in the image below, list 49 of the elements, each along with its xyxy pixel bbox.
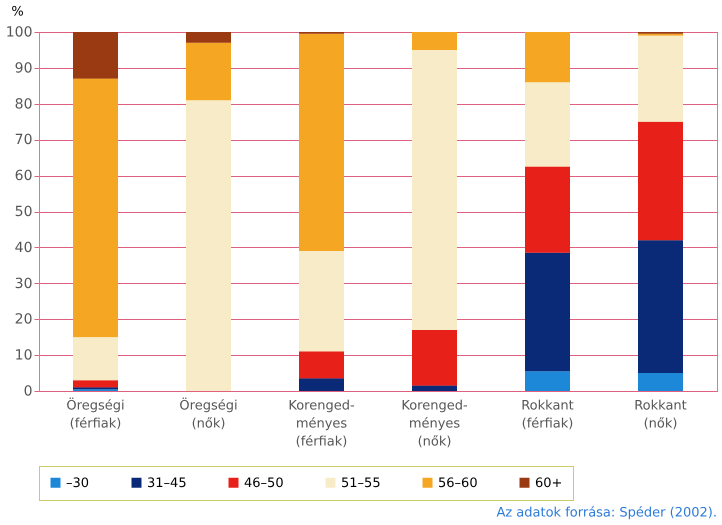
y-tick-label: 10 (14, 348, 32, 364)
legend-label: –30 (66, 476, 90, 491)
x-tick-label: Rokkant (férfiak) (521, 398, 574, 432)
x-tick-label: Korenged- ményes (férfiak) (288, 398, 355, 450)
legend-label: 56–60 (438, 476, 478, 491)
bar (412, 330, 457, 386)
bar (186, 32, 231, 43)
legend-label: 46–50 (244, 476, 284, 491)
bar (299, 34, 344, 251)
bar (412, 50, 457, 330)
x-tick-label: Rokkant (nők) (634, 398, 687, 432)
bar (299, 352, 344, 378)
bar (525, 166, 570, 253)
legend-label: 51–55 (341, 476, 381, 491)
bar (638, 122, 683, 240)
bar (73, 337, 118, 380)
y-tick-label: 30 (14, 276, 32, 292)
y-tick-label: 100 (6, 24, 32, 40)
legend-label: 60+ (535, 476, 562, 491)
x-tick-label: Öregségi (nők) (179, 398, 238, 432)
bar (525, 32, 570, 82)
bar (412, 32, 457, 50)
y-tick-label: 90 (14, 60, 32, 76)
bar (638, 240, 683, 374)
bar (73, 32, 118, 79)
y-tick-label: 40 (14, 240, 32, 256)
y-tick-label: 70 (14, 132, 32, 148)
x-tick-label: Korenged- ményes (nők) (401, 398, 468, 450)
bar (73, 380, 118, 388)
y-tick-label: 20 (14, 312, 32, 328)
bar (73, 78, 118, 338)
y-tick-label: 80 (14, 96, 32, 112)
bar (525, 252, 570, 372)
y-axis-title: % (11, 4, 24, 20)
bar (525, 82, 570, 167)
y-tick-label: 0 (24, 384, 32, 400)
bar (412, 386, 457, 391)
bar (299, 378, 344, 391)
bar (186, 42, 231, 100)
x-tick-label: Öregségi (férfiak) (66, 398, 125, 432)
bar (299, 250, 344, 352)
bar (525, 371, 570, 391)
legend-label: 31–45 (147, 476, 187, 491)
y-tick-label: 60 (14, 168, 32, 184)
y-tick-label: 50 (14, 204, 32, 220)
bar (638, 36, 683, 122)
bar (638, 373, 683, 391)
text: Az adatok forrása: Spéder (2002). (496, 506, 717, 520)
bar (186, 100, 231, 391)
